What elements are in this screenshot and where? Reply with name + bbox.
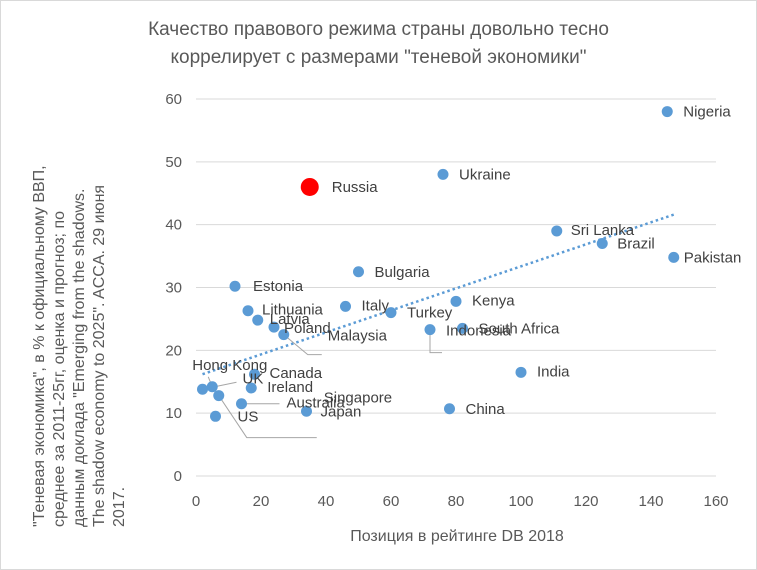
data-point: [437, 168, 449, 180]
point-label: Japan: [321, 403, 362, 420]
x-tick-label: 120: [573, 493, 598, 510]
point-label: China: [466, 401, 506, 418]
y-axis-title-line: 2017.: [111, 487, 128, 527]
point-label: India: [537, 363, 570, 380]
y-axis-title-line: данным доклада "Emerging from the shadow…: [71, 188, 88, 527]
point-label: Ireland: [267, 379, 313, 396]
y-axis-title-line: среднее за 2011-25гг, оценка и прогноз; …: [51, 211, 68, 527]
y-axis-title-line: The shadow economy to 2025". ACCA. 29 ию…: [91, 185, 108, 527]
point-label: Nigeria: [683, 104, 731, 121]
point-label: UK: [243, 370, 264, 387]
chart-title-line-2: коррелирует с размерами "теневой экономи…: [170, 47, 587, 68]
data-point: [457, 322, 468, 334]
data-point: [385, 307, 397, 319]
data-point: [249, 368, 260, 380]
chart-title: Качество правового режима страны довольн…: [0, 16, 757, 72]
data-point: [444, 403, 455, 415]
leader-line: [283, 334, 322, 356]
x-tick-label: 160: [703, 493, 728, 510]
point-label: Kenya: [472, 292, 515, 309]
point-label: Indonesia: [446, 323, 512, 340]
x-tick-label: 40: [318, 493, 335, 510]
point-label: Brazil: [617, 236, 655, 253]
point-label: Sri Lanka: [571, 222, 635, 239]
data-point: [213, 390, 225, 402]
data-point: [245, 382, 257, 394]
point-label: Malaysia: [328, 328, 388, 345]
point-label: Russia: [332, 179, 379, 196]
y-tick-label: 40: [165, 217, 182, 234]
x-tick-label: 0: [192, 493, 200, 510]
point-label: Lithuania: [262, 302, 324, 319]
data-point: [210, 410, 221, 422]
point-label: Hong Kong: [192, 357, 267, 374]
y-tick-label: 50: [165, 154, 182, 171]
data-point: [252, 314, 264, 326]
data-point: [661, 106, 673, 118]
point-label: US: [238, 408, 259, 425]
y-tick-label: 10: [165, 405, 182, 422]
point-label: Latvia: [270, 311, 311, 328]
data-point: [424, 324, 436, 336]
y-axis-title: "Теневая экономика", в % к официальному …: [31, 165, 128, 527]
x-tick-label: 80: [448, 493, 465, 510]
x-tick-labels: 0 20 40 60 80 100 120 140 160: [192, 493, 729, 510]
x-tick-label: 60: [383, 493, 400, 510]
data-point: [515, 366, 527, 378]
data-point: [340, 300, 351, 312]
data-point: [450, 295, 462, 307]
leader-line: [218, 395, 317, 439]
point-label: Singapore: [324, 390, 392, 407]
data-point: [596, 238, 608, 250]
point-label: Canada: [270, 365, 323, 382]
point-label: Pakistan: [684, 249, 742, 266]
y-tick-labels: 0 10 20 30 40 50 60: [165, 91, 182, 485]
highlight-point: [300, 177, 319, 196]
point-label: Ukraine: [459, 166, 511, 183]
point-label: Turkey: [407, 305, 453, 322]
y-tick-label: 60: [165, 91, 182, 108]
point-label: Australia: [287, 395, 346, 412]
data-point: [197, 383, 208, 395]
y-tick-label: 20: [165, 342, 182, 359]
leader-line: [429, 329, 442, 354]
data-point: [551, 225, 563, 237]
data-point: [278, 329, 290, 341]
gridlines: [196, 98, 716, 477]
data-points: [197, 106, 680, 422]
data-point: [668, 251, 680, 263]
x-tick-label: 20: [253, 493, 270, 510]
data-point: [206, 381, 218, 393]
point-label: Italy: [362, 297, 390, 314]
trendline-group: [202, 213, 675, 376]
data-point: [301, 405, 312, 417]
x-tick-label: 140: [638, 493, 663, 510]
point-label: Poland: [284, 320, 331, 337]
data-point: [242, 305, 254, 317]
y-tick-label: 30: [165, 280, 182, 297]
point-label: Bulgaria: [375, 264, 431, 281]
x-axis-title: Позиция в рейтинге DB 2018: [350, 528, 564, 545]
y-axis-title-line: "Теневая экономика", в % к официальному …: [31, 165, 48, 527]
data-point: [353, 266, 364, 278]
data-point: [229, 280, 241, 292]
data-point: [236, 398, 247, 410]
data-point: [268, 321, 280, 333]
y-tick-label: 0: [174, 468, 182, 485]
point-label: Estonia: [253, 278, 304, 295]
point-label: South Africa: [479, 320, 561, 337]
trendline: [202, 213, 675, 376]
chart-title-line-1: Качество правового режима страны довольн…: [148, 19, 609, 40]
x-tick-label: 100: [508, 493, 533, 510]
